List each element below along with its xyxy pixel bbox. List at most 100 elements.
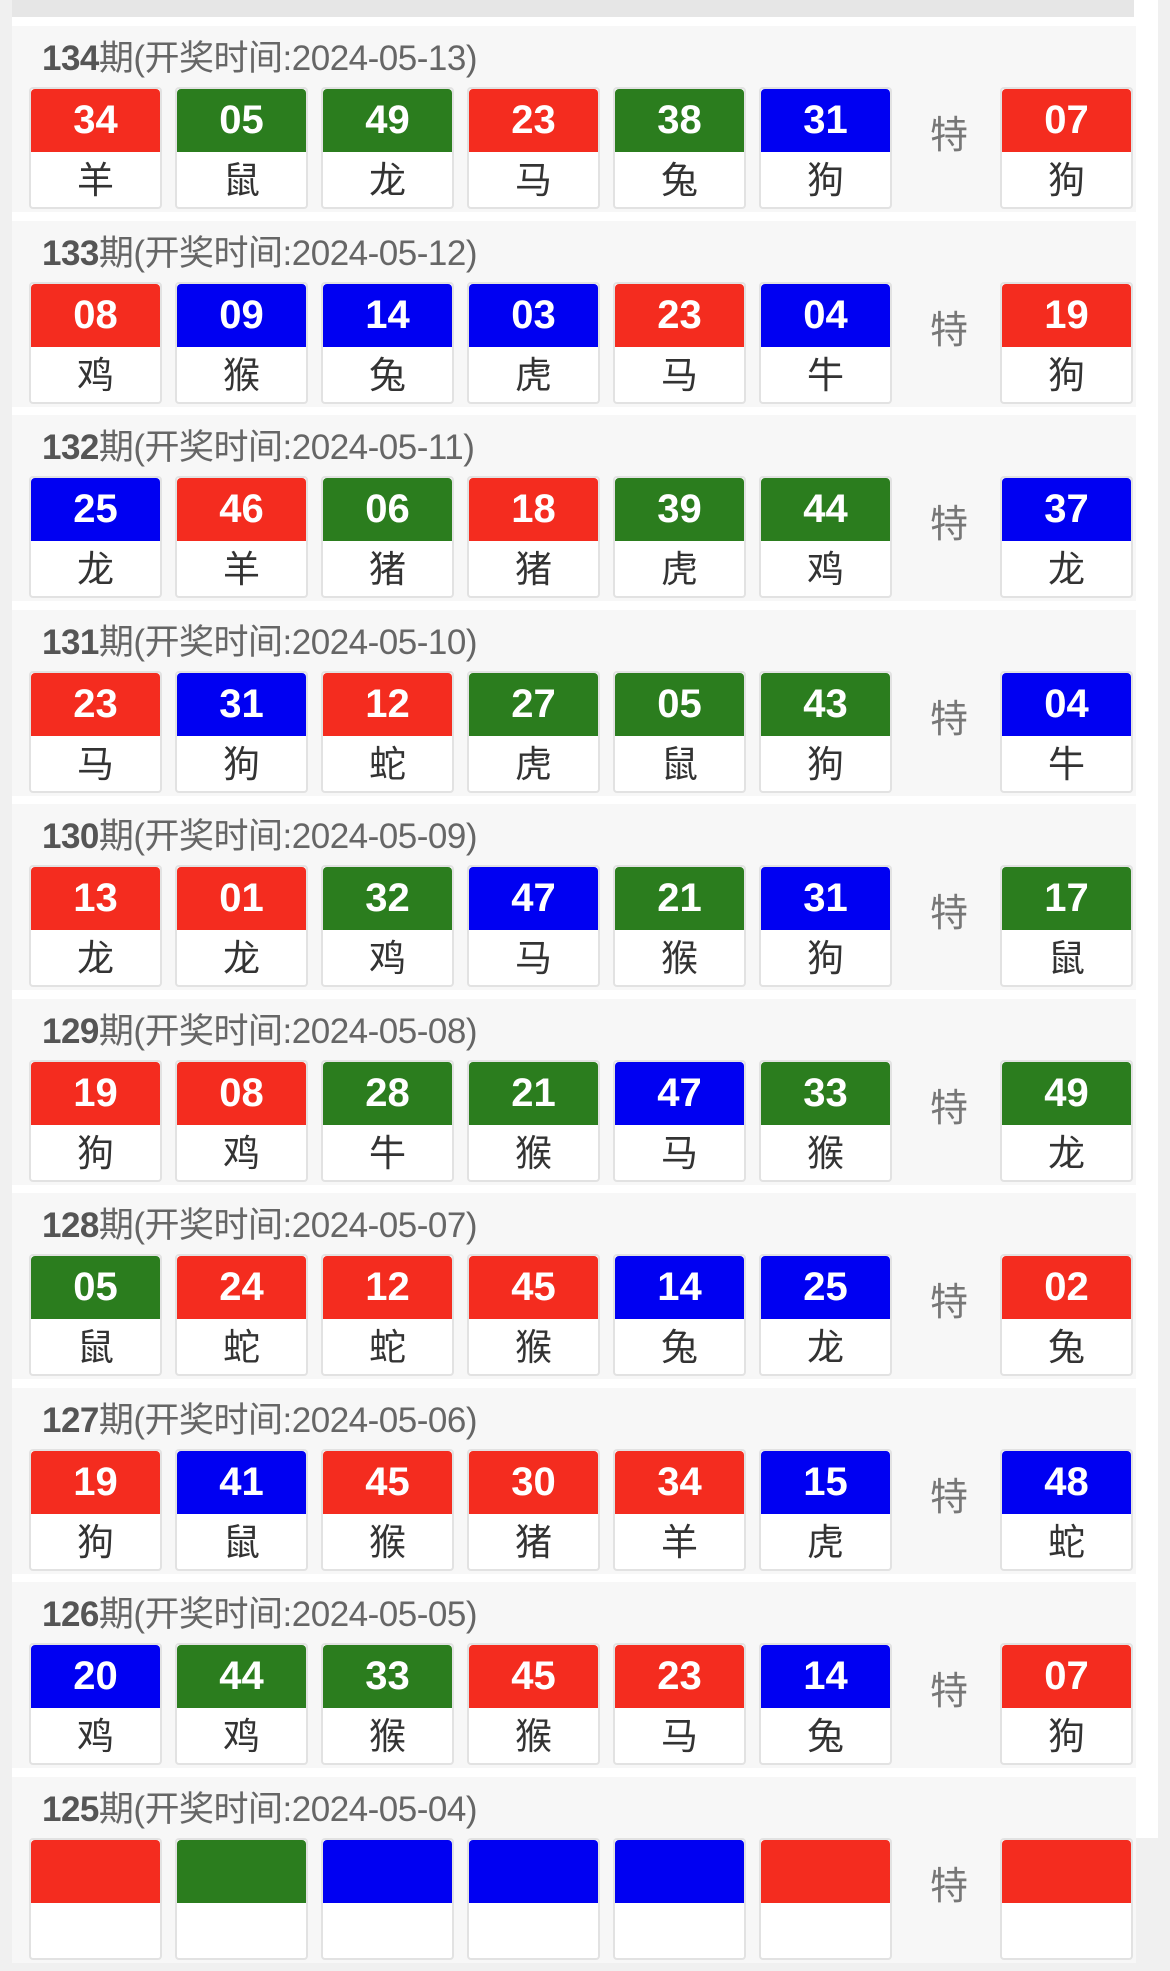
ball-number: 12 xyxy=(323,672,452,736)
zodiac-label: 狗 xyxy=(77,1131,114,1175)
ball-number: 04 xyxy=(1002,672,1131,736)
ball-number: 25 xyxy=(761,1256,890,1319)
ball-cell: 09 猴 xyxy=(175,281,308,404)
ball-cell: 28 牛 xyxy=(321,1059,454,1182)
ball-number: 05 xyxy=(31,1256,160,1319)
ball-cell: 23 马 xyxy=(613,1643,746,1765)
zodiac-label: 龙 xyxy=(77,937,114,980)
ball-number xyxy=(31,1839,160,1903)
special-ball-cell: 17 鼠 xyxy=(1000,865,1133,987)
draw-result-128: 128期(开奖时间:2024-05-07) 05 鼠 24 蛇 12 蛇 45 猴 14 兔 25 龙 特… xyxy=(12,1193,1136,1379)
zodiac-label: 龙 xyxy=(807,1326,844,1369)
zodiac-label: 狗 xyxy=(807,159,844,202)
ball-number: 08 xyxy=(177,1061,306,1125)
zodiac-label: 牛 xyxy=(1048,742,1085,786)
special-ball-cell: 07 狗 xyxy=(1000,1643,1133,1765)
ball-number: 05 xyxy=(177,89,306,152)
zodiac-label: 狗 xyxy=(1048,353,1085,397)
ball-number: 12 xyxy=(323,1256,452,1319)
ball-number: 19 xyxy=(31,1061,160,1125)
zodiac-label: 虎 xyxy=(515,353,552,397)
ball-number: 33 xyxy=(761,1061,890,1125)
ball-number: 03 xyxy=(469,283,598,347)
ball-number: 14 xyxy=(615,1256,744,1319)
ball-cell: 19 狗 xyxy=(29,1448,162,1571)
zodiac-label: 猴 xyxy=(515,1326,552,1369)
ball-number: 37 xyxy=(1002,478,1131,541)
ball-number: 34 xyxy=(31,89,160,152)
special-ball-cell: 49 龙 xyxy=(1000,1059,1133,1182)
ball-cell: 32 鸡 xyxy=(321,865,454,987)
ball-number: 23 xyxy=(31,672,160,736)
draw-title: 129期(开奖时间:2024-05-08) xyxy=(42,1003,477,1054)
draw-title: 128期(开奖时间:2024-05-07) xyxy=(42,1197,477,1248)
ball-cell: 33 猴 xyxy=(759,1059,892,1182)
zodiac-label: 蛇 xyxy=(1048,1520,1085,1564)
ball-number: 21 xyxy=(615,867,744,930)
zodiac-label: 牛 xyxy=(807,353,844,397)
draw-date: 期(开奖时间:2024-05-09) xyxy=(98,817,478,856)
zodiac-label: 蛇 xyxy=(369,742,406,786)
ball-cell: 08 鸡 xyxy=(29,281,162,404)
zodiac-label: 羊 xyxy=(77,159,114,202)
zodiac-label: 兔 xyxy=(1048,1326,1085,1369)
ball-number: 44 xyxy=(761,478,890,541)
zodiac-label xyxy=(31,1903,160,1958)
zodiac-label: 马 xyxy=(661,1131,698,1175)
issue-number: 130 xyxy=(42,817,99,856)
ball-cell xyxy=(29,1837,162,1960)
ball-cell xyxy=(759,1837,892,1960)
zodiac-label: 马 xyxy=(515,937,552,980)
issue-number: 126 xyxy=(42,1595,99,1634)
zodiac-label: 马 xyxy=(661,1715,698,1758)
special-ball-cell xyxy=(1000,1837,1133,1960)
ball-cell: 18 猪 xyxy=(467,476,600,598)
zodiac-label: 猪 xyxy=(369,548,406,591)
ball-number: 28 xyxy=(323,1061,452,1125)
ball-number: 38 xyxy=(615,89,744,152)
special-label: 特 xyxy=(930,1863,969,1908)
special-label: 特 xyxy=(930,307,969,352)
zodiac-label: 虎 xyxy=(515,742,552,786)
zodiac-label: 马 xyxy=(661,353,698,397)
ball-number: 33 xyxy=(323,1645,452,1708)
issue-number: 127 xyxy=(42,1400,99,1440)
ball-cell: 14 兔 xyxy=(759,1643,892,1765)
ball-cell: 05 鼠 xyxy=(613,670,746,793)
ball-cell: 05 鼠 xyxy=(175,87,308,209)
ball-number: 34 xyxy=(615,1450,744,1514)
zodiac-label: 虎 xyxy=(807,1520,844,1564)
ball-cell: 45 猴 xyxy=(467,1643,600,1765)
draw-title: 126期(开奖时间:2024-05-05) xyxy=(42,1586,477,1637)
draw-result-131: 131期(开奖时间:2024-05-10) 23 马 31 狗 12 蛇 27 虎 05 鼠 43 狗 特… xyxy=(12,609,1136,796)
draw-result-132: 132期(开奖时间:2024-05-11) 25 龙 46 羊 06 猪 18 猪 39 虎 44 鸡 特… xyxy=(12,415,1136,601)
ball-cell: 03 虎 xyxy=(467,281,600,404)
special-label: 特 xyxy=(930,696,969,741)
ball-number: 47 xyxy=(615,1061,744,1125)
zodiac-label: 虎 xyxy=(661,548,698,591)
ball-number: 25 xyxy=(31,478,160,541)
ball-cell: 21 猴 xyxy=(613,865,746,987)
ball-cell: 15 虎 xyxy=(759,1448,892,1571)
zodiac-label: 猴 xyxy=(369,1715,406,1758)
ball-number: 41 xyxy=(177,1450,306,1514)
ball-number: 23 xyxy=(469,89,598,152)
ball-cell: 01 龙 xyxy=(175,865,308,987)
ball-number: 13 xyxy=(31,867,160,930)
ball-number: 23 xyxy=(615,1645,744,1708)
ball-cell: 30 猪 xyxy=(467,1448,600,1571)
ball-cell: 45 猴 xyxy=(467,1254,600,1376)
ball-cell: 45 猴 xyxy=(321,1448,454,1571)
ball-number: 19 xyxy=(1002,283,1131,347)
ball-number: 31 xyxy=(177,672,306,736)
ball-number: 47 xyxy=(469,867,598,930)
issue-number: 128 xyxy=(42,1206,99,1245)
zodiac-label: 鼠 xyxy=(223,1520,260,1564)
draw-title: 132期(开奖时间:2024-05-11) xyxy=(42,419,475,470)
draw-title: 125期(开奖时间:2024-05-04) xyxy=(42,1781,477,1832)
ball-cell: 05 鼠 xyxy=(29,1254,162,1376)
issue-number: 129 xyxy=(42,1011,99,1051)
draw-date: 期(开奖时间:2024-05-06) xyxy=(98,1400,478,1440)
zodiac-label: 羊 xyxy=(661,1520,698,1564)
ball-cell: 41 鼠 xyxy=(175,1448,308,1571)
